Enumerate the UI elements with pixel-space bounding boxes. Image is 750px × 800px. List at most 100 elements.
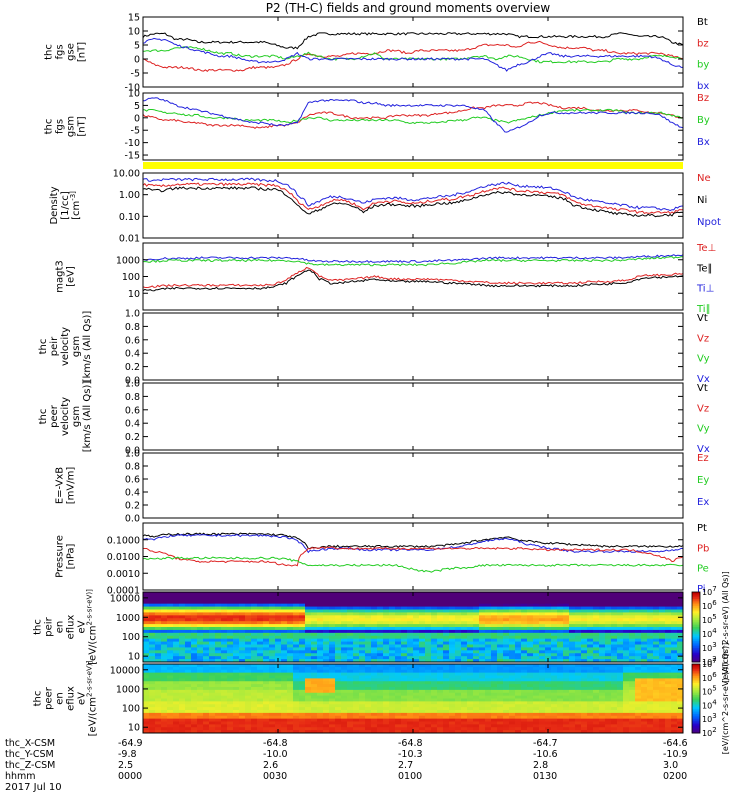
- peer_eflux-cell: [653, 672, 660, 677]
- peer_eflux-cell: [407, 695, 414, 700]
- peer_eflux-cell: [305, 672, 312, 677]
- peir_eflux-cell: [233, 638, 240, 643]
- peir_eflux-cell: [617, 647, 624, 651]
- peer_eflux-cell: [437, 681, 444, 685]
- peer_eflux-cell: [167, 666, 174, 671]
- peir_eflux-cell: [491, 641, 498, 646]
- peir_eflux-cell: [227, 615, 234, 619]
- peir_eflux-cell: [299, 621, 306, 625]
- peer_eflux-cell: [371, 678, 378, 682]
- peir_eflux-cell: [341, 647, 348, 651]
- peer_eflux-cell: [467, 730, 474, 733]
- peir_eflux-cell: [503, 632, 510, 637]
- peer_eflux-cell: [317, 664, 324, 668]
- peer_eflux-cell: [179, 678, 186, 682]
- peer_eflux-cell: [563, 701, 570, 705]
- peer_eflux-cell: [563, 698, 570, 702]
- peir_eflux-cell: [353, 600, 360, 605]
- peer_eflux-cell: [599, 669, 606, 674]
- peir_eflux-cell: [161, 594, 168, 599]
- peer_eflux-cell: [569, 669, 576, 674]
- peer_eflux-cell: [353, 666, 360, 671]
- peir_eflux-cell: [437, 603, 444, 608]
- peer_eflux-cell: [299, 669, 306, 674]
- peer_eflux-cell: [443, 692, 450, 697]
- peir_eflux-cell: [359, 638, 366, 643]
- peir_eflux-cell: [173, 615, 180, 619]
- peer_eflux-cell: [389, 704, 396, 708]
- peer_eflux-cell: [281, 727, 288, 731]
- peer_eflux-cell: [557, 724, 564, 728]
- peer_eflux-cell: [299, 672, 306, 677]
- peer_eflux-cell: [551, 701, 558, 705]
- colorbar-swatch: [692, 712, 700, 715]
- peir_eflux-cell: [257, 635, 264, 640]
- ylabel-line: peir: [44, 616, 55, 636]
- peer_eflux-cell: [593, 692, 600, 697]
- peir_eflux-cell: [203, 659, 210, 662]
- peir_eflux-cell: [467, 600, 474, 605]
- peir_eflux-cell: [605, 609, 612, 614]
- peir_eflux-cell: [503, 609, 510, 614]
- peer_eflux-cell: [665, 724, 672, 728]
- peer_eflux-cell: [323, 675, 330, 679]
- peir_eflux-cell: [485, 629, 492, 634]
- peer_eflux-cell: [359, 730, 366, 733]
- peir_eflux-cell: [533, 624, 540, 628]
- peer_eflux-cell: [647, 681, 654, 685]
- peer_eflux-cell: [395, 672, 402, 677]
- peir_eflux-cell: [437, 612, 444, 616]
- peir_eflux-cell: [509, 621, 516, 625]
- peir_eflux-cell: [443, 615, 450, 619]
- peir_eflux-cell: [269, 592, 276, 596]
- peer_eflux-cell: [407, 707, 414, 711]
- peer_eflux-cell: [629, 695, 636, 700]
- peer_eflux-cell: [389, 724, 396, 728]
- peir_eflux-cell: [527, 647, 534, 651]
- peir_eflux-cell: [323, 653, 330, 657]
- peir_eflux-cell: [197, 597, 204, 602]
- peir_eflux-cell: [305, 632, 312, 637]
- peir_eflux-cell: [227, 600, 234, 605]
- peir_eflux-cell: [443, 656, 450, 660]
- peir_eflux-cell: [407, 597, 414, 602]
- peir_eflux-cell: [611, 629, 618, 634]
- peir_eflux-cell: [575, 647, 582, 651]
- peer_eflux-cell: [161, 678, 168, 682]
- peer_eflux-cell: [149, 707, 156, 711]
- peir_eflux-cell: [395, 647, 402, 651]
- peir_eflux-cell: [365, 606, 372, 611]
- peir_eflux-cell: [617, 612, 624, 616]
- peer_eflux-cell: [605, 689, 612, 694]
- peir_eflux-cell: [341, 635, 348, 640]
- peer_eflux-cell: [341, 669, 348, 674]
- peer_eflux-cell: [545, 684, 552, 688]
- peer_eflux-cell: [401, 666, 408, 671]
- peer_eflux-cell: [461, 704, 468, 708]
- peir_eflux-cell: [497, 594, 504, 599]
- peir_eflux-cell: [305, 644, 312, 649]
- peer_eflux-cell: [317, 721, 324, 725]
- ylabel-line: gsm: [71, 406, 82, 427]
- peer_eflux-cell: [209, 689, 216, 694]
- peer_eflux-cell: [371, 730, 378, 733]
- peer_eflux-cell: [587, 721, 594, 725]
- peer_eflux-cell: [311, 687, 318, 691]
- peir_eflux-cell: [497, 624, 504, 628]
- peir_eflux-cell: [521, 606, 528, 611]
- peir_eflux-cell: [335, 659, 342, 662]
- peir_eflux-cell: [611, 647, 618, 651]
- peir_eflux-cell: [605, 627, 612, 631]
- series-line-ti: [143, 256, 683, 267]
- peir_eflux-cell: [629, 635, 636, 640]
- peir_eflux-cell: [437, 653, 444, 657]
- peer_eflux-cell: [275, 721, 282, 725]
- peir_eflux-cell: [221, 597, 228, 602]
- peir_eflux-cell: [587, 638, 594, 643]
- ylabel-line: [nT]: [77, 42, 88, 62]
- peer_eflux-cell: [569, 710, 576, 714]
- peer_eflux-cell: [341, 710, 348, 714]
- peer_eflux-cell: [431, 704, 438, 708]
- peer_eflux-cell: [179, 724, 186, 728]
- peer_eflux-cell: [437, 689, 444, 694]
